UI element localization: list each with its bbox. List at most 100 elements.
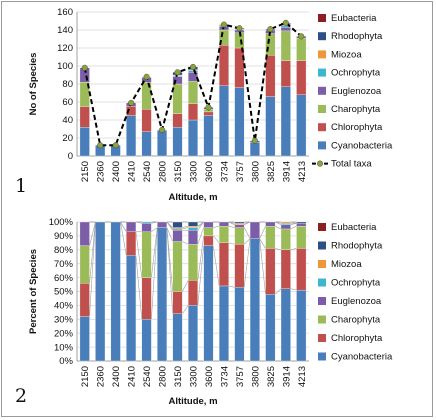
bar-segment-cyanobacteria — [188, 305, 198, 362]
legend-label-ochrophyta: Ochrophyta — [331, 278, 381, 289]
bar-segment-cyanobacteria — [126, 255, 137, 362]
series-connector — [213, 235, 220, 244]
bar-segment-charophyta — [296, 226, 307, 249]
series-connector — [197, 235, 204, 281]
bar-segment-cyanobacteria — [110, 221, 121, 362]
bar-segment-miozoa — [188, 226, 198, 228]
y-tick-label: 60 — [62, 97, 73, 108]
bar-segment-euglenozoa — [265, 221, 276, 227]
y-tick-label: 100 — [57, 61, 73, 72]
bar-segment-euglenozoa — [296, 223, 307, 227]
bar-segment-euglenozoa — [126, 221, 137, 232]
bar-segment-rhodophyta — [234, 221, 245, 224]
total-taxa-point — [81, 64, 88, 71]
bar-segment-cyanobacteria — [203, 115, 214, 157]
bar-segment-euglenozoa — [234, 224, 245, 228]
legend-label-eubacteria: Eubacteria — [331, 13, 377, 24]
total-taxa-point — [251, 137, 258, 144]
bar-segment-cyanobacteria — [188, 119, 198, 157]
legend-swatch-chlorophyta — [318, 334, 326, 342]
total-taxa-point — [159, 126, 166, 133]
y-tick-label: 80% — [54, 245, 74, 256]
x-axis-label: Altitude, m — [168, 192, 217, 203]
series-connector — [243, 227, 251, 239]
series-connector — [197, 221, 204, 231]
legend-marker-total-taxa — [317, 160, 324, 167]
bar-segment-charophyta — [79, 245, 90, 284]
series-connector — [274, 288, 282, 295]
bar-segment-charophyta — [188, 244, 198, 281]
series-connector — [89, 221, 96, 246]
legend-label-miozoa: Miozoa — [331, 49, 362, 60]
x-tick-label: 3300 — [189, 161, 200, 182]
bar-segment-ochrophyta — [141, 221, 152, 224]
series-connector — [259, 226, 266, 239]
series-connector — [275, 248, 282, 251]
bar-segment-charophyta — [203, 227, 214, 237]
legend-swatch-cyanobacteria — [318, 141, 326, 150]
series-connector — [213, 225, 220, 228]
legend-swatch-rhodophyta — [318, 32, 326, 41]
bar-segment-chlorophyta — [296, 248, 307, 291]
bar-segment-cyanobacteria — [95, 221, 106, 362]
x-tick-label: 3600 — [204, 366, 215, 387]
x-tick-label: 2360 — [96, 366, 107, 387]
bar-segment-cyanobacteria — [141, 319, 152, 362]
bar-segment-chlorophyta — [188, 280, 198, 306]
bar-segment-euglenozoa — [188, 230, 198, 245]
legend-label-euglenozoa: Euglenozoa — [331, 86, 382, 97]
bar-segment-cyanobacteria — [203, 245, 214, 362]
series-connector — [197, 221, 204, 227]
bar-segment-cyanobacteria — [79, 127, 90, 157]
legend-label-charophyta: Charophyta — [331, 104, 381, 115]
x-tick-label: 3800 — [250, 366, 261, 387]
series-connector — [228, 225, 235, 228]
series-connector — [274, 225, 282, 230]
series-connector — [120, 221, 127, 256]
bar-segment-cyanobacteria — [157, 227, 168, 362]
x-tick-label: 2150 — [80, 366, 91, 387]
series-connector — [182, 241, 189, 245]
y-tick-label: 120 — [57, 43, 73, 54]
bar-segment-euglenozoa — [157, 221, 168, 228]
legend-label-chlorophyta: Chlorophyta — [331, 122, 383, 133]
y-tick-label: 40% — [54, 301, 74, 312]
series-connector — [259, 238, 266, 249]
bar-segment-chlorophyta — [126, 231, 137, 256]
y-tick-label: 50% — [54, 287, 74, 298]
bar-segment-chlorophyta — [280, 60, 291, 87]
bar-segment-chlorophyta — [79, 283, 90, 317]
series-connector — [135, 231, 143, 278]
y-tick-label: 10% — [54, 342, 74, 353]
bar-segment-chlorophyta — [280, 249, 291, 289]
bar-segment-chlorophyta — [265, 55, 276, 97]
legend-label-cyanobacteria: Cyanobacteria — [331, 140, 393, 151]
x-tick-label: 2360 — [96, 161, 107, 182]
x-tick-label: 3825 — [266, 161, 277, 182]
bar-segment-euglenozoa — [79, 221, 90, 246]
bar-segment-euglenozoa — [280, 27, 291, 32]
total-taxa-point — [282, 19, 289, 26]
y-tick-label: 80 — [62, 79, 73, 90]
legend-swatch-cyanobacteria — [318, 352, 326, 361]
series-connector — [228, 242, 235, 245]
x-tick-label: 3150 — [173, 366, 184, 387]
total-taxa-point — [220, 21, 227, 28]
bar-segment-ochrophyta — [188, 227, 198, 231]
x-tick-label: 3757 — [235, 161, 246, 182]
legend-swatch-charophyta — [318, 105, 326, 113]
legend-swatch-ochrophyta — [318, 278, 326, 287]
x-tick-label: 2400 — [111, 161, 122, 182]
total-taxa-point — [112, 142, 119, 149]
total-taxa-point — [143, 73, 150, 80]
y-tick-label: 100% — [49, 217, 74, 228]
series-connector — [151, 227, 158, 320]
bar-segment-chlorophyta — [141, 277, 152, 320]
series-connector — [182, 227, 189, 230]
series-connector — [290, 288, 297, 291]
series-connector — [151, 227, 158, 232]
bar-segment-charophyta — [265, 226, 276, 249]
total-taxa-point — [97, 142, 104, 149]
bar-segment-cyanobacteria — [218, 285, 229, 362]
